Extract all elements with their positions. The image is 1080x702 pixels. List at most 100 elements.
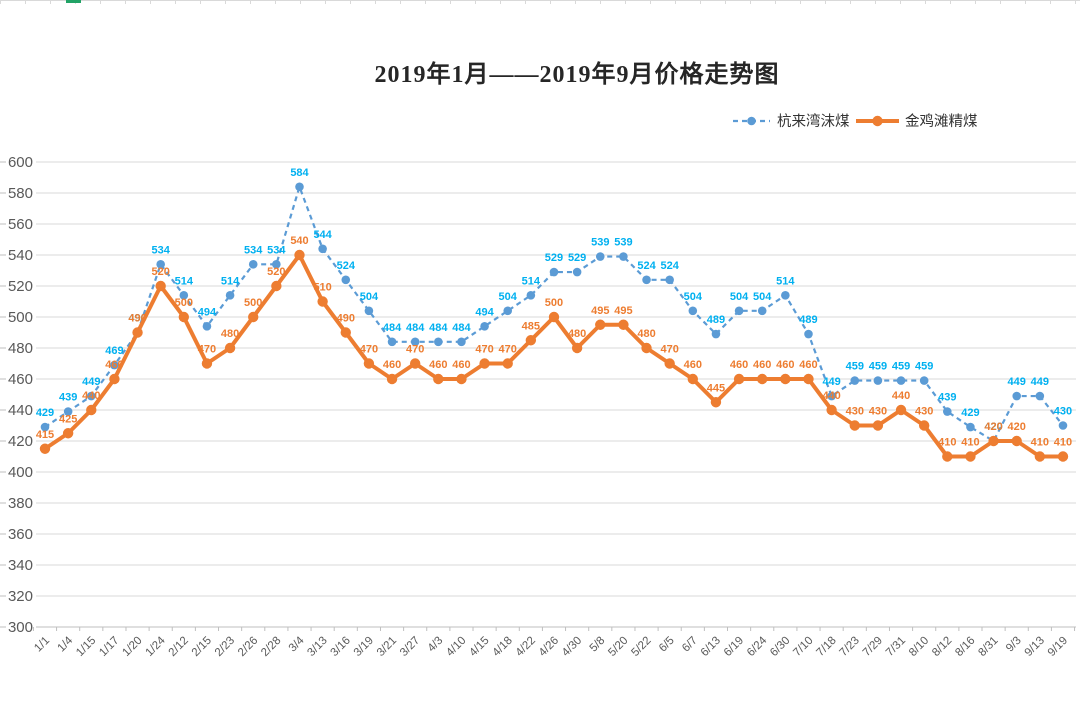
data-label: 470 xyxy=(406,344,424,356)
data-label: 460 xyxy=(776,359,794,371)
data-label: 415 xyxy=(36,429,54,441)
data-label: 490 xyxy=(128,313,146,325)
data-label: 524 xyxy=(637,260,656,272)
y-axis-label: 380 xyxy=(8,495,33,512)
x-axis-label: 7/18 xyxy=(814,635,838,659)
x-axis-label: 3/19 xyxy=(352,635,376,659)
y-axis-label: 400 xyxy=(8,464,33,481)
chart-title: 2019年1月——2019年9月价格走势图 xyxy=(374,62,780,88)
x-axis-label: 7/10 xyxy=(791,635,815,659)
x-axis-label: 2/23 xyxy=(213,635,237,659)
x-axis-label: 1/20 xyxy=(120,635,144,659)
data-point xyxy=(63,407,73,416)
x-axis-label: 2/26 xyxy=(236,635,260,659)
data-label: 520 xyxy=(152,266,170,278)
data-point xyxy=(826,404,837,416)
gridlines xyxy=(0,161,1076,628)
x-axis-labels: 1/1 1/41/151/171/201/242/122/152/232/262/… xyxy=(32,627,1076,659)
y-axis-label: 480 xyxy=(8,340,33,357)
data-label: 439 xyxy=(59,392,77,404)
x-axis-label: 6/5 xyxy=(657,635,677,655)
data-label: 459 xyxy=(869,361,887,373)
data-point xyxy=(710,397,722,408)
data-label: 500 xyxy=(244,297,262,309)
data-point xyxy=(386,373,398,385)
x-axis-label: 2/15 xyxy=(190,635,214,659)
data-point xyxy=(503,306,513,316)
y-axis-label: 360 xyxy=(8,526,33,543)
data-point xyxy=(340,327,351,338)
data-point xyxy=(1035,391,1045,401)
y-axis-labels: 600 580 560 540 520 500 480 460 440 420 400 380 360 3… xyxy=(8,154,33,636)
data-label: 529 xyxy=(545,252,563,264)
data-label: 430 xyxy=(1054,406,1072,418)
x-axis-label: 8/31 xyxy=(976,635,1000,659)
data-label: 480 xyxy=(221,328,239,340)
y-axis-label: 300 xyxy=(8,619,33,636)
data-point xyxy=(156,260,165,269)
legend: 杭来湾沫煤 金鸡滩精煤 xyxy=(733,113,978,130)
data-label: 484 xyxy=(406,322,425,334)
data-point xyxy=(1058,421,1068,430)
x-axis-label: 5/20 xyxy=(606,635,630,659)
data-label: 539 xyxy=(591,237,609,249)
sheet-selection-accent xyxy=(66,0,81,3)
data-point xyxy=(1057,451,1069,462)
x-axis-label: 4/10 xyxy=(444,635,468,659)
y-axis-label: 560 xyxy=(8,216,33,233)
x-axis-label: 4/30 xyxy=(560,635,584,659)
y-axis-label: 420 xyxy=(8,433,33,450)
legend-item-jinjitan[interactable]: 金鸡滩精煤 xyxy=(856,113,978,130)
data-point xyxy=(549,267,559,277)
data-label: 440 xyxy=(822,390,840,402)
y-axis-label: 340 xyxy=(8,557,33,574)
data-point xyxy=(1011,435,1022,447)
x-axis-label: 8/10 xyxy=(907,635,931,659)
data-label: 470 xyxy=(198,344,216,356)
x-axis-label: 3/16 xyxy=(329,635,353,659)
data-point xyxy=(965,451,976,462)
data-label: 469 xyxy=(105,345,123,357)
data-label: 449 xyxy=(1031,376,1049,388)
data-label: 470 xyxy=(660,344,678,356)
x-axis-label: 8/12 xyxy=(930,635,954,659)
data-point xyxy=(804,329,813,339)
data-point xyxy=(272,260,281,269)
data-label: 460 xyxy=(753,359,771,371)
data-point xyxy=(409,358,421,369)
y-axis-label: 460 xyxy=(8,371,33,388)
x-axis-label: 7/23 xyxy=(838,635,862,659)
data-point xyxy=(966,422,975,432)
data-label: 410 xyxy=(1054,437,1072,449)
data-point xyxy=(619,252,628,261)
x-axis-label: 4/15 xyxy=(467,635,491,659)
x-axis-label: 5/8 xyxy=(588,635,608,655)
data-point xyxy=(595,252,605,261)
data-label: 504 xyxy=(360,291,379,303)
data-label: 514 xyxy=(221,275,240,287)
x-axis-label: 6/13 xyxy=(699,635,723,659)
data-label: 500 xyxy=(175,297,193,309)
x-axis-label: 4/3 xyxy=(426,635,446,655)
x-axis-label: 3/21 xyxy=(375,635,399,659)
data-point xyxy=(317,296,328,307)
data-point xyxy=(86,404,97,416)
data-point xyxy=(295,182,304,192)
y-axis-label: 520 xyxy=(8,278,33,295)
data-label: 445 xyxy=(707,382,725,394)
data-point xyxy=(942,451,953,462)
data-label: 520 xyxy=(267,266,285,278)
x-axis-label: 7/31 xyxy=(884,635,908,659)
data-point xyxy=(688,306,698,316)
data-point xyxy=(318,244,327,254)
data-label: 425 xyxy=(59,413,77,425)
data-label: 484 xyxy=(383,322,402,334)
data-point xyxy=(502,358,513,369)
x-axis-label: 1/15 xyxy=(74,635,98,659)
data-point xyxy=(919,376,929,385)
legend-item-hanglaiwan[interactable]: 杭来湾沫煤 xyxy=(733,113,850,130)
data-label: 460 xyxy=(105,359,123,371)
data-point xyxy=(873,376,883,385)
data-point xyxy=(178,311,190,323)
